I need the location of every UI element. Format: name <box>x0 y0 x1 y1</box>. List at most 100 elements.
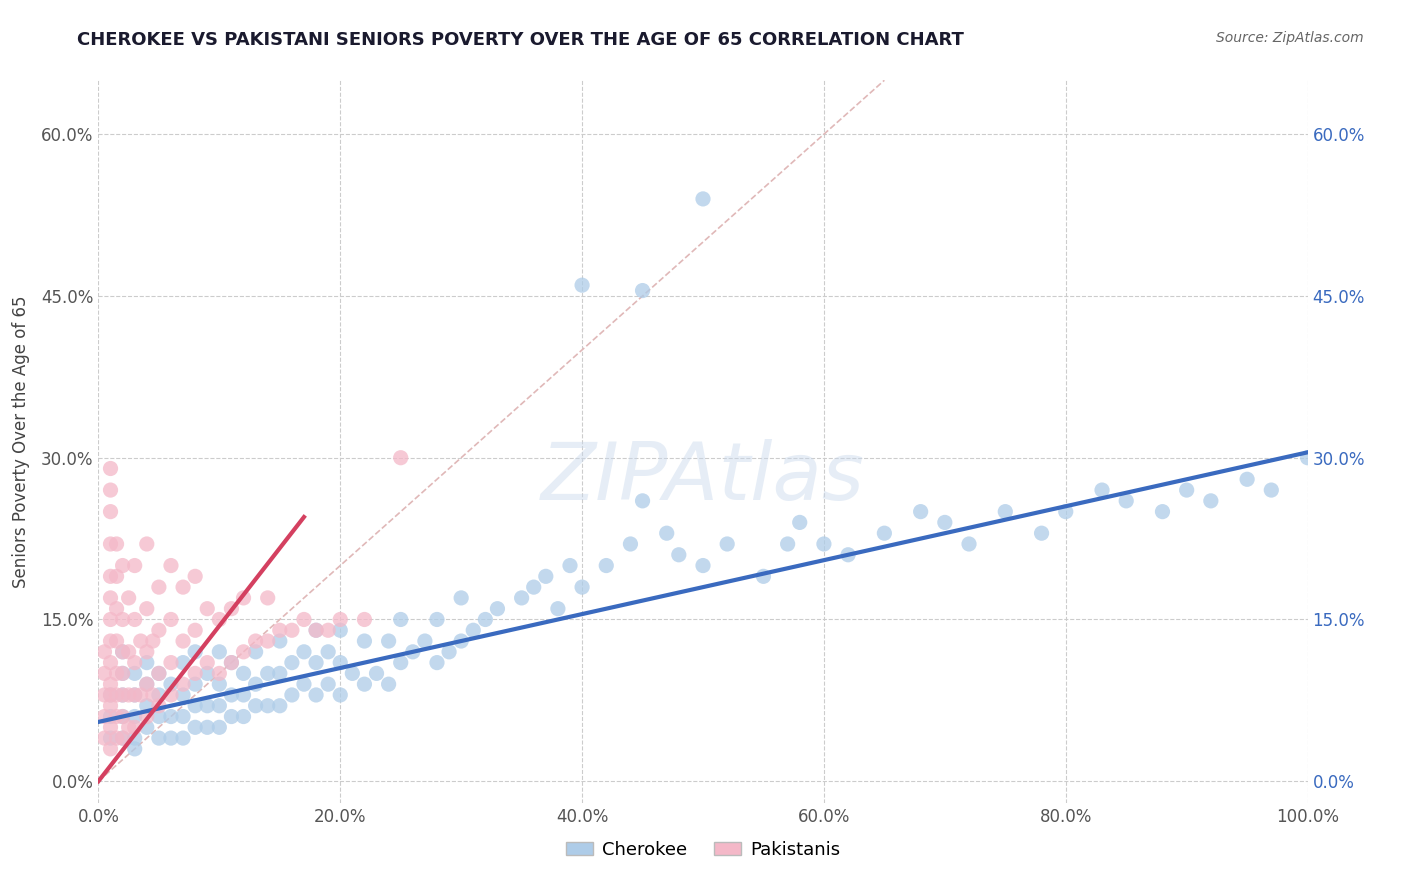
Point <box>111 731 134 745</box>
Point <box>752 569 775 583</box>
Point <box>93 688 115 702</box>
Point <box>184 666 207 681</box>
Point <box>160 612 183 626</box>
Point <box>160 731 183 745</box>
Point <box>547 601 569 615</box>
Point <box>160 688 183 702</box>
Point <box>105 601 128 615</box>
Point <box>148 698 170 713</box>
Point <box>172 634 194 648</box>
Point <box>221 709 243 723</box>
Text: Source: ZipAtlas.com: Source: ZipAtlas.com <box>1216 31 1364 45</box>
Point <box>100 537 122 551</box>
Point <box>957 537 980 551</box>
Point <box>413 634 436 648</box>
Point <box>353 677 375 691</box>
Point <box>93 645 115 659</box>
Point <box>692 558 714 573</box>
Point <box>100 731 122 745</box>
Point <box>100 720 122 734</box>
Point <box>124 742 146 756</box>
Point <box>523 580 546 594</box>
Point <box>172 656 194 670</box>
Point <box>873 526 896 541</box>
Point <box>245 634 267 648</box>
Point <box>124 612 146 626</box>
Point <box>93 666 115 681</box>
Point <box>281 624 304 638</box>
Point <box>100 612 122 626</box>
Point <box>124 688 146 702</box>
Point <box>124 688 146 702</box>
Point <box>105 537 128 551</box>
Point <box>377 634 399 648</box>
Y-axis label: Seniors Poverty Over the Age of 65: Seniors Poverty Over the Age of 65 <box>11 295 30 588</box>
Point <box>994 505 1017 519</box>
Point <box>129 688 152 702</box>
Point <box>160 677 183 691</box>
Point <box>402 645 425 659</box>
Point <box>208 612 231 626</box>
Point <box>813 537 835 551</box>
Point <box>316 624 339 638</box>
Point <box>245 645 267 659</box>
Point <box>329 612 352 626</box>
Point <box>100 461 122 475</box>
Point <box>100 505 122 519</box>
Point <box>221 656 243 670</box>
Point <box>129 634 152 648</box>
Point <box>510 591 533 605</box>
Point <box>232 591 254 605</box>
Point <box>486 601 509 615</box>
Point <box>195 656 218 670</box>
Point <box>148 666 170 681</box>
Point <box>111 645 134 659</box>
Point <box>474 612 496 626</box>
Point <box>142 634 165 648</box>
Point <box>100 709 122 723</box>
Point <box>105 569 128 583</box>
Point <box>934 516 956 530</box>
Point <box>172 709 194 723</box>
Point <box>305 656 328 670</box>
Point <box>1091 483 1114 497</box>
Point <box>426 612 449 626</box>
Point <box>329 624 352 638</box>
Point <box>160 558 183 573</box>
Point <box>100 742 122 756</box>
Point <box>232 666 254 681</box>
Point <box>1031 526 1053 541</box>
Point <box>316 677 339 691</box>
Point <box>111 666 134 681</box>
Point <box>534 569 557 583</box>
Point <box>389 450 412 465</box>
Point <box>195 666 218 681</box>
Point <box>221 688 243 702</box>
Point <box>269 666 291 681</box>
Point <box>426 656 449 670</box>
Point <box>789 516 811 530</box>
Point <box>135 709 157 723</box>
Point <box>184 677 207 691</box>
Point <box>111 666 134 681</box>
Point <box>1115 493 1137 508</box>
Point <box>1260 483 1282 497</box>
Point <box>172 688 194 702</box>
Point <box>619 537 641 551</box>
Point <box>148 688 170 702</box>
Point <box>93 709 115 723</box>
Point <box>316 645 339 659</box>
Point <box>208 666 231 681</box>
Point <box>256 634 278 648</box>
Point <box>111 612 134 626</box>
Point <box>389 612 412 626</box>
Point <box>1054 505 1077 519</box>
Point <box>910 505 932 519</box>
Point <box>124 720 146 734</box>
Point <box>195 601 218 615</box>
Point <box>111 709 134 723</box>
Point <box>93 731 115 745</box>
Point <box>450 591 472 605</box>
Point <box>184 645 207 659</box>
Point <box>342 666 364 681</box>
